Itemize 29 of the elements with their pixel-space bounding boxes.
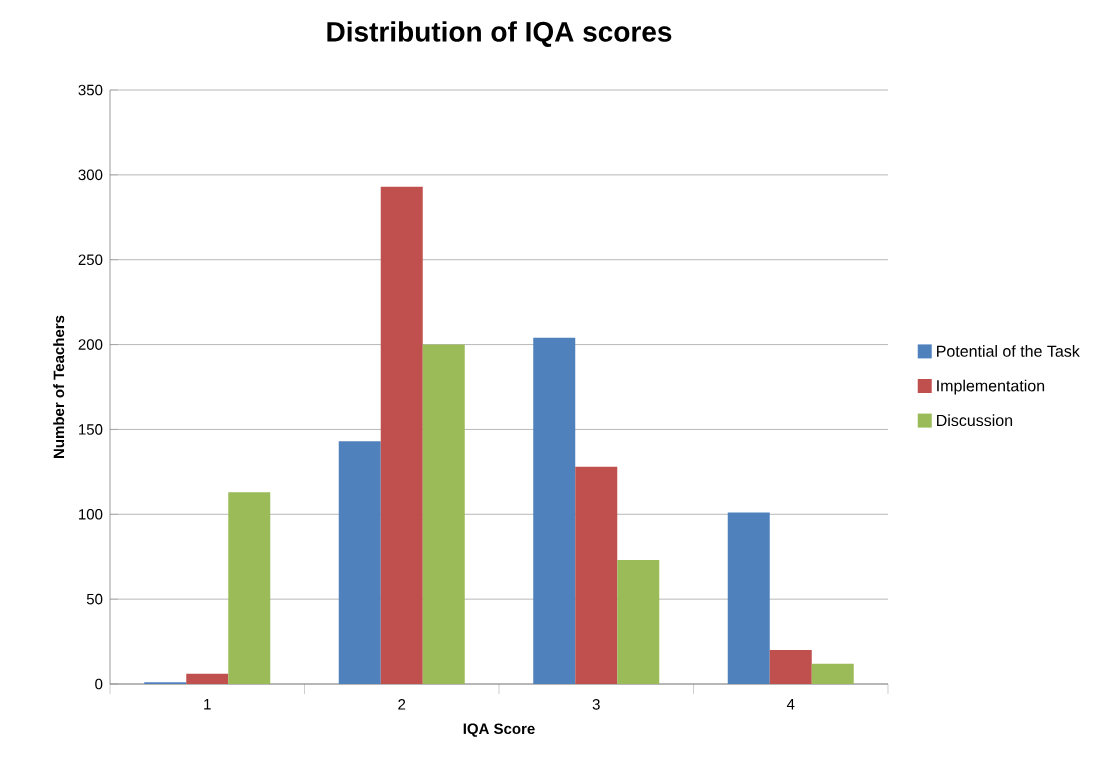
y-tick-label: 50 [86,593,103,605]
x-tick-label: 1 [204,699,211,710]
y-tick-label: 250 [78,254,103,266]
legend-label: Discussion [937,414,1013,427]
bar [811,663,854,684]
bar [186,673,229,684]
x-axis-title: IQA Score [463,723,535,737]
y-tick-label: 100 [79,508,103,520]
y-tick-label: 350 [78,84,103,96]
bar [617,560,660,684]
chart-title: Distribution of IQA scores [327,21,672,47]
y-tick-label: 200 [78,339,103,350]
y-axis-title: Number of Teachers [53,315,65,458]
x-tick-label: 4 [786,699,795,710]
bar [575,466,618,684]
bar [727,512,770,684]
bar [380,186,423,684]
y-tick-label: 0 [95,678,103,690]
x-tick-label: 2 [398,699,406,710]
bar [422,344,465,684]
x-tick-label: 3 [592,699,600,710]
bar [769,650,812,684]
y-tick-label: 150 [79,424,103,435]
bar [533,337,576,684]
y-tick-label: 300 [78,169,103,181]
legend-label: Potential of the Task [937,345,1080,357]
legend-label: Implementation [937,379,1045,395]
bar [228,492,271,684]
bar [338,441,381,684]
